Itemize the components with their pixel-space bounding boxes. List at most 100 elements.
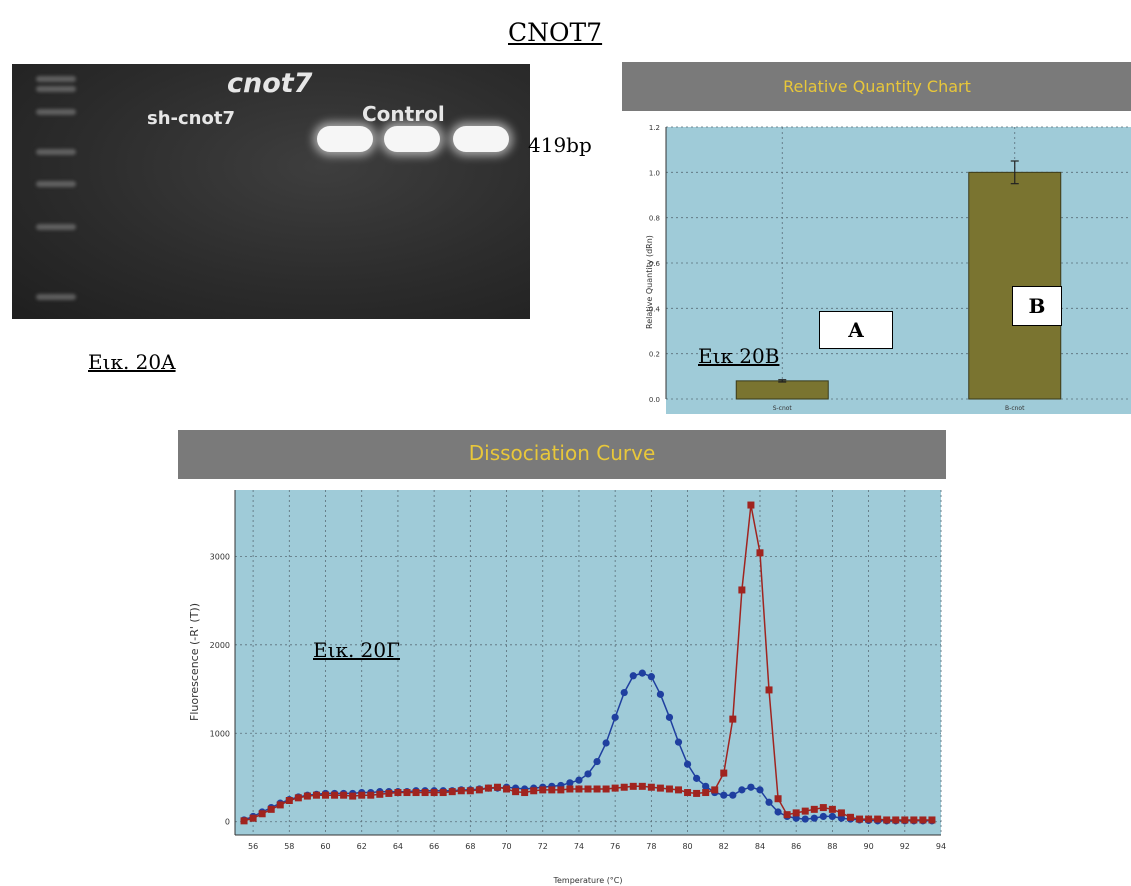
data-point — [837, 809, 845, 817]
data-point — [267, 805, 275, 813]
data-point — [828, 812, 836, 821]
data-point — [466, 787, 474, 795]
data-point — [810, 805, 818, 813]
data-point — [846, 813, 854, 821]
data-point — [367, 791, 375, 799]
data-point — [575, 785, 583, 793]
bar — [968, 171, 1062, 400]
chart-title: Relative Quantity Chart — [783, 77, 971, 96]
data-point — [349, 792, 357, 800]
data-point — [738, 586, 746, 594]
dissociation-curve-chart: Dissociation Curve 56 58 60 62 64 66 68 70 72 74 7… — [178, 430, 946, 886]
data-point — [783, 811, 791, 819]
gel-control-label: Control — [362, 102, 445, 126]
data-point — [530, 787, 538, 795]
data-point — [376, 790, 384, 798]
data-point — [340, 791, 348, 799]
gel-band — [453, 126, 509, 152]
data-point — [358, 791, 366, 799]
x-tick-label: 82 — [719, 842, 729, 851]
data-point — [285, 797, 293, 804]
x-tick-label: 94 — [936, 842, 946, 851]
data-point — [593, 785, 601, 793]
figure-label-g: Εικ. 20Γ — [313, 638, 400, 662]
x-axis-label: Temperature (°C) — [552, 876, 622, 885]
data-point — [294, 794, 302, 802]
y-tick-label: 0.6 — [649, 260, 661, 268]
data-point — [638, 669, 646, 677]
data-point — [765, 686, 773, 694]
gel-band — [384, 126, 440, 152]
data-point — [656, 784, 664, 792]
page-title: CNOT7 — [508, 18, 603, 47]
data-point — [856, 815, 864, 823]
data-point — [819, 804, 827, 812]
band-size-label: 419bp — [528, 133, 592, 157]
y-axis-label: Fluorescence (-R' (T)) — [188, 603, 201, 721]
data-point — [702, 782, 710, 790]
relative-quantity-chart: Relative Quantity Chart 0.0 0.2 0.4 0.6 0.8 1… — [622, 62, 1131, 414]
x-tick-label: 88 — [827, 842, 837, 851]
data-point — [629, 672, 637, 680]
data-point — [810, 814, 818, 822]
data-point — [901, 816, 909, 824]
x-tick-label: 74 — [574, 842, 584, 851]
data-point — [674, 738, 683, 746]
x-tick-label: 66 — [429, 842, 439, 851]
x-tick-label: 78 — [646, 842, 656, 851]
data-point — [792, 809, 800, 817]
data-point — [702, 789, 710, 797]
data-point — [910, 816, 918, 824]
data-point — [828, 805, 836, 813]
data-point — [611, 784, 619, 792]
y-tick-label: 3000 — [210, 552, 230, 561]
data-point — [602, 785, 610, 793]
data-point — [503, 785, 511, 793]
data-point — [484, 784, 492, 792]
data-point — [548, 786, 556, 794]
x-tick-label: 68 — [465, 842, 475, 851]
data-point — [874, 815, 882, 823]
figure-label-b: Εικ 20Β — [698, 344, 780, 368]
ladder-band — [36, 181, 76, 187]
y-tick-label: 1.0 — [649, 169, 660, 177]
data-point — [394, 789, 402, 797]
data-point — [801, 815, 809, 823]
y-tick-label: 1.2 — [649, 124, 660, 132]
figure-label-a: Εικ. 20Α — [88, 350, 176, 374]
data-point — [539, 786, 547, 794]
data-point — [258, 810, 266, 818]
x-tick-label: 64 — [393, 842, 403, 851]
data-point — [693, 789, 701, 797]
data-point — [765, 798, 773, 806]
data-point — [403, 789, 411, 797]
x-tick-label: 60 — [320, 842, 330, 851]
data-point — [756, 549, 764, 557]
x-tick-label: 76 — [610, 842, 620, 851]
bar-label-a: A — [819, 311, 893, 349]
x-tick-label: 70 — [501, 842, 511, 851]
data-point — [602, 739, 610, 747]
y-tick-label: 0.4 — [649, 305, 661, 313]
data-point — [575, 776, 583, 784]
data-point — [385, 789, 393, 797]
data-point — [647, 783, 655, 791]
data-point — [774, 808, 782, 816]
gel-gene-label: cnot7 — [227, 68, 313, 99]
data-point — [457, 787, 465, 795]
data-point — [792, 814, 800, 822]
data-point — [584, 785, 592, 793]
data-point — [683, 760, 692, 768]
data-point — [801, 807, 809, 815]
data-point — [819, 812, 827, 821]
data-point — [928, 816, 936, 824]
data-point — [493, 783, 501, 791]
data-point — [322, 791, 330, 799]
x-tick-label: 90 — [863, 842, 873, 851]
data-point — [675, 786, 683, 794]
data-point — [693, 774, 701, 782]
data-point — [475, 786, 483, 794]
data-point — [919, 816, 927, 824]
x-tick-label: 80 — [682, 842, 692, 851]
ladder-band — [36, 76, 76, 82]
